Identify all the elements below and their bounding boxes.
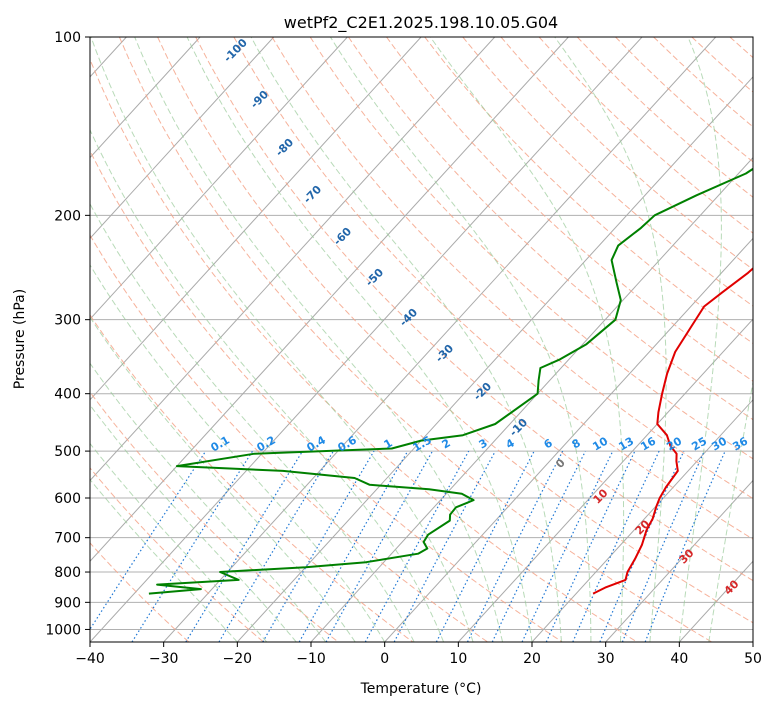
profile-line [592,267,753,595]
isotherm [90,37,348,320]
moist-adiabat [134,37,503,642]
x-axis-label: Temperature (°C) [360,681,482,697]
x-tick-label: 20 [523,651,541,667]
mixing-ratio-line [325,450,434,642]
isotherm [531,399,753,642]
dry-adiabat [768,37,775,642]
y-tick-label: 1000 [45,622,81,638]
dry-adiabat [90,234,488,642]
y-tick-label: 700 [54,531,81,547]
isotherm [236,76,753,642]
isotherm [163,37,717,642]
moist-adiabat [708,379,753,642]
moist-adiabat [90,263,386,642]
y-tick-label: 400 [54,387,81,403]
mixing-ratio-line [393,450,496,642]
x-tick-label: −20 [223,651,253,667]
moist-adiabat [250,37,562,642]
dry-adiabat [386,37,753,382]
y-tick-label: 300 [54,313,81,329]
y-tick-label: 500 [54,444,81,460]
isotherm [605,479,753,642]
plot-frame [89,36,754,643]
moist-adiabat [90,362,327,642]
y-tick-label: 100 [54,30,81,46]
dry-adiabat [90,313,414,642]
mixing-ratio-line [466,450,564,642]
dry-adiabat [424,37,753,344]
dry-adiabat [462,37,753,307]
isotherm [90,37,496,482]
mixing-ratio-line [90,450,207,631]
moist-adiabat [329,37,592,642]
moist-adiabat [90,202,415,642]
dry-adiabat [233,37,753,540]
x-tick-label: 10 [449,651,467,667]
y-tick-label: 200 [54,208,81,224]
y-tick-label: 800 [54,565,81,581]
x-tick-label: 50 [744,651,762,667]
mixing-ratio-line [572,450,660,642]
moist-adiabat [90,128,445,642]
x-tick-label: 40 [670,651,688,667]
background-lines [90,37,775,642]
y-axis: 100 200 300 400 500 600 700 800 900 1000 [45,30,90,638]
dry-adiabat [118,37,712,642]
dry-adiabat [90,149,563,642]
isotherm [384,237,753,642]
isotherm [90,37,643,642]
moist-adiabat [90,316,356,642]
moist-adiabat [90,404,297,642]
moist-adiabat [678,37,722,642]
isotherm [90,37,201,159]
y-tick-label: 900 [54,595,81,611]
y-axis-label: Pressure (hPa) [12,289,28,389]
chart-title: wetPf2_C2E1.2025.198.10.05.G04 [284,13,558,33]
x-tick-label: 0 [380,651,389,667]
x-axis: −40 −30 −20 −10 0 10 20 30 40 50 [75,642,762,667]
x-tick-label: −30 [149,651,179,667]
isotherm [90,37,569,563]
profile-lines [148,167,753,595]
dry-adiabat [157,37,753,624]
x-tick-label: 30 [597,651,615,667]
moist-adiabat [90,442,268,642]
x-tick-label: −10 [296,651,326,667]
isotherm [752,641,753,642]
dry-adiabat [90,467,264,642]
mixing-ratio-line [644,450,726,642]
mixing-ratio-line [131,450,254,642]
x-tick-label: −40 [75,651,105,667]
profile-line [148,167,753,595]
isotherm [310,156,753,642]
isotherm [90,37,422,401]
dry-adiabat [271,37,753,500]
mixing-ratio-line [185,450,304,642]
mixing-ratio-line [621,450,705,642]
moist-adiabat [429,37,625,642]
moist-adiabat [90,478,238,642]
mixing-ratio-line [364,450,470,642]
moist-adiabat [554,37,667,642]
dry-adiabat [90,58,638,642]
isotherm [90,37,275,240]
y-tick-label: 600 [54,491,81,507]
dry-adiabat [195,37,753,582]
